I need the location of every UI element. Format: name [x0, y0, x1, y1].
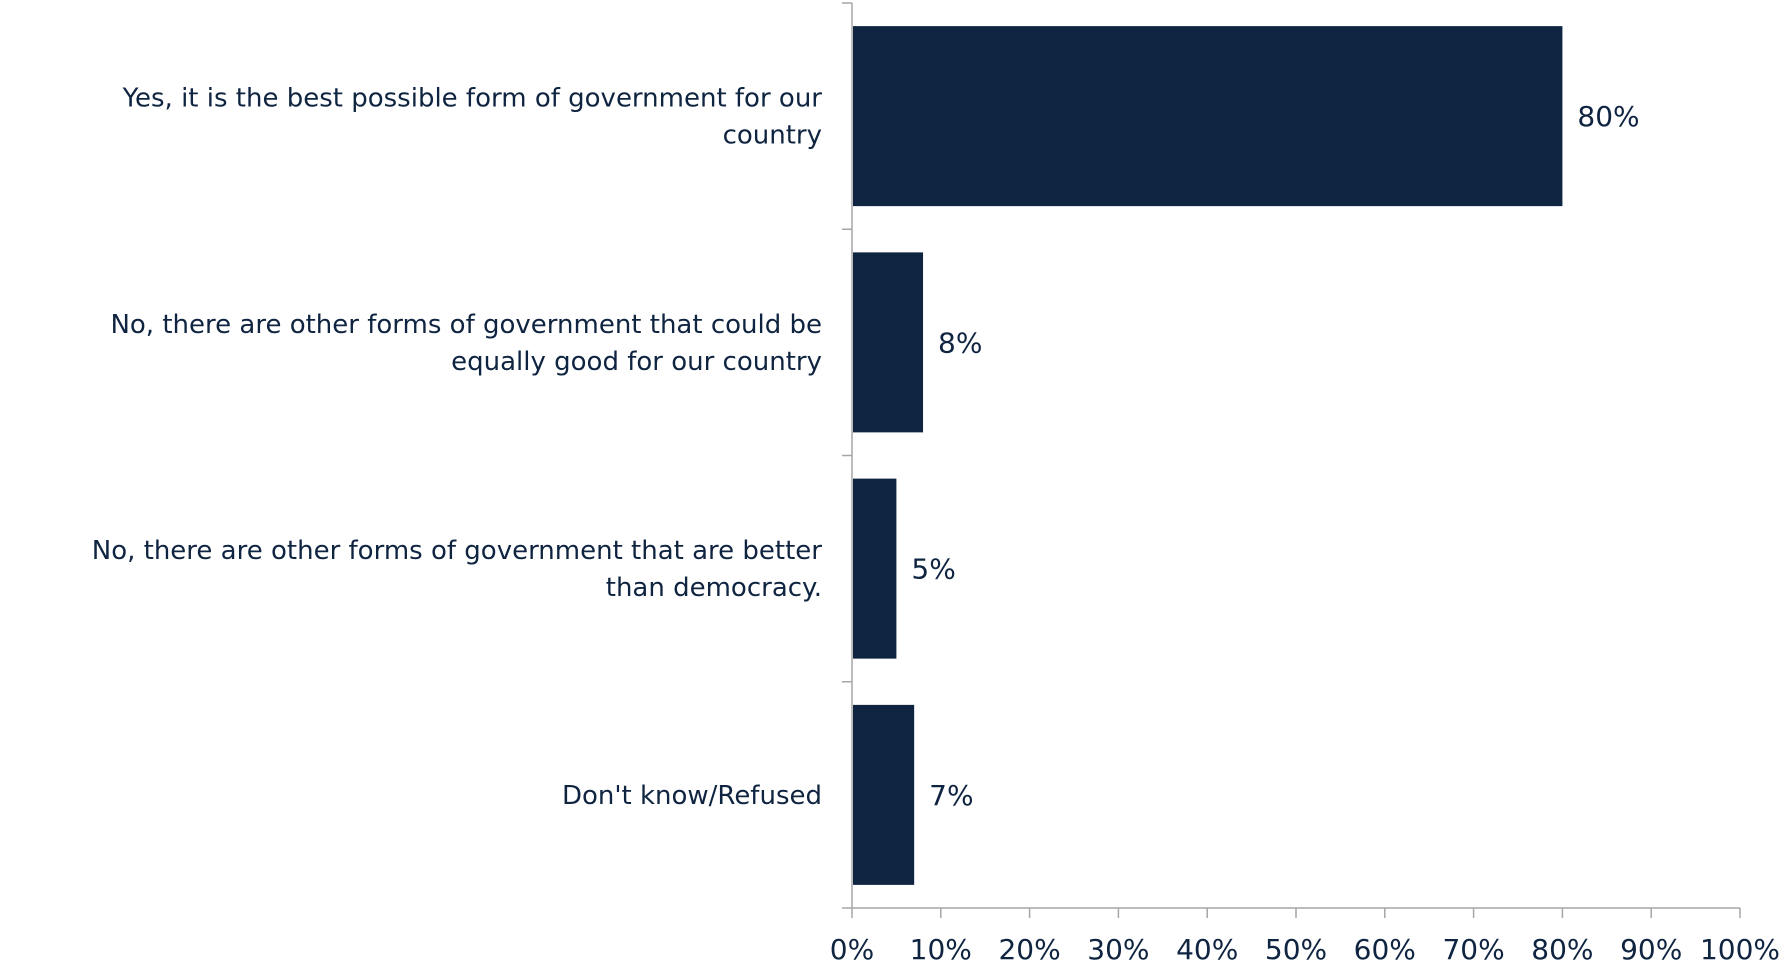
- x-axis-tick-labels: 0% 10% 20% 30% 40% 50% 60% 70% 80% 90% 100%: [830, 933, 1780, 966]
- data-label-2: 8%: [938, 326, 982, 359]
- data-label-1: 80%: [1577, 100, 1639, 133]
- data-label-4: 7%: [929, 779, 973, 812]
- category-label-3: No, there are other forms of government …: [92, 536, 823, 603]
- x-tick-label-90: 90%: [1620, 933, 1682, 966]
- bar-3: [853, 478, 897, 659]
- x-tick-label-80: 80%: [1531, 933, 1593, 966]
- data-labels: 80% 8% 5% 7%: [911, 100, 1639, 812]
- x-tick-label-20: 20%: [998, 933, 1060, 966]
- bars: [853, 26, 1563, 885]
- x-tick-label-10: 10%: [910, 933, 972, 966]
- category-label-line: No, there are other forms of government …: [110, 310, 822, 340]
- bar-1: [853, 26, 1563, 207]
- data-label-3: 5%: [911, 553, 955, 586]
- category-label-4: Don't know/Refused: [562, 781, 822, 811]
- x-tick-label-30: 30%: [1087, 933, 1149, 966]
- x-tick-label-70: 70%: [1442, 933, 1504, 966]
- x-tick-label-40: 40%: [1176, 933, 1238, 966]
- x-tick-label-100: 100%: [1700, 933, 1780, 966]
- category-label-line: No, there are other forms of government …: [92, 536, 823, 566]
- category-label-line: equally good for our country: [451, 347, 822, 377]
- category-label-line: country: [723, 121, 822, 151]
- category-labels: Yes, it is the best possible form of gov…: [92, 84, 823, 811]
- category-label-2: No, there are other forms of government …: [110, 310, 822, 377]
- category-label-line: Don't know/Refused: [562, 781, 822, 811]
- x-tick-label-50: 50%: [1265, 933, 1327, 966]
- category-label-1: Yes, it is the best possible form of gov…: [122, 84, 823, 151]
- x-tick-label-0: 0%: [830, 933, 874, 966]
- bar-4: [853, 704, 915, 885]
- axes: [842, 2, 1741, 918]
- x-tick-label-60: 60%: [1354, 933, 1416, 966]
- bar-2: [853, 252, 924, 433]
- category-label-line: Yes, it is the best possible form of gov…: [122, 84, 823, 114]
- category-label-line: than democracy.: [606, 573, 822, 603]
